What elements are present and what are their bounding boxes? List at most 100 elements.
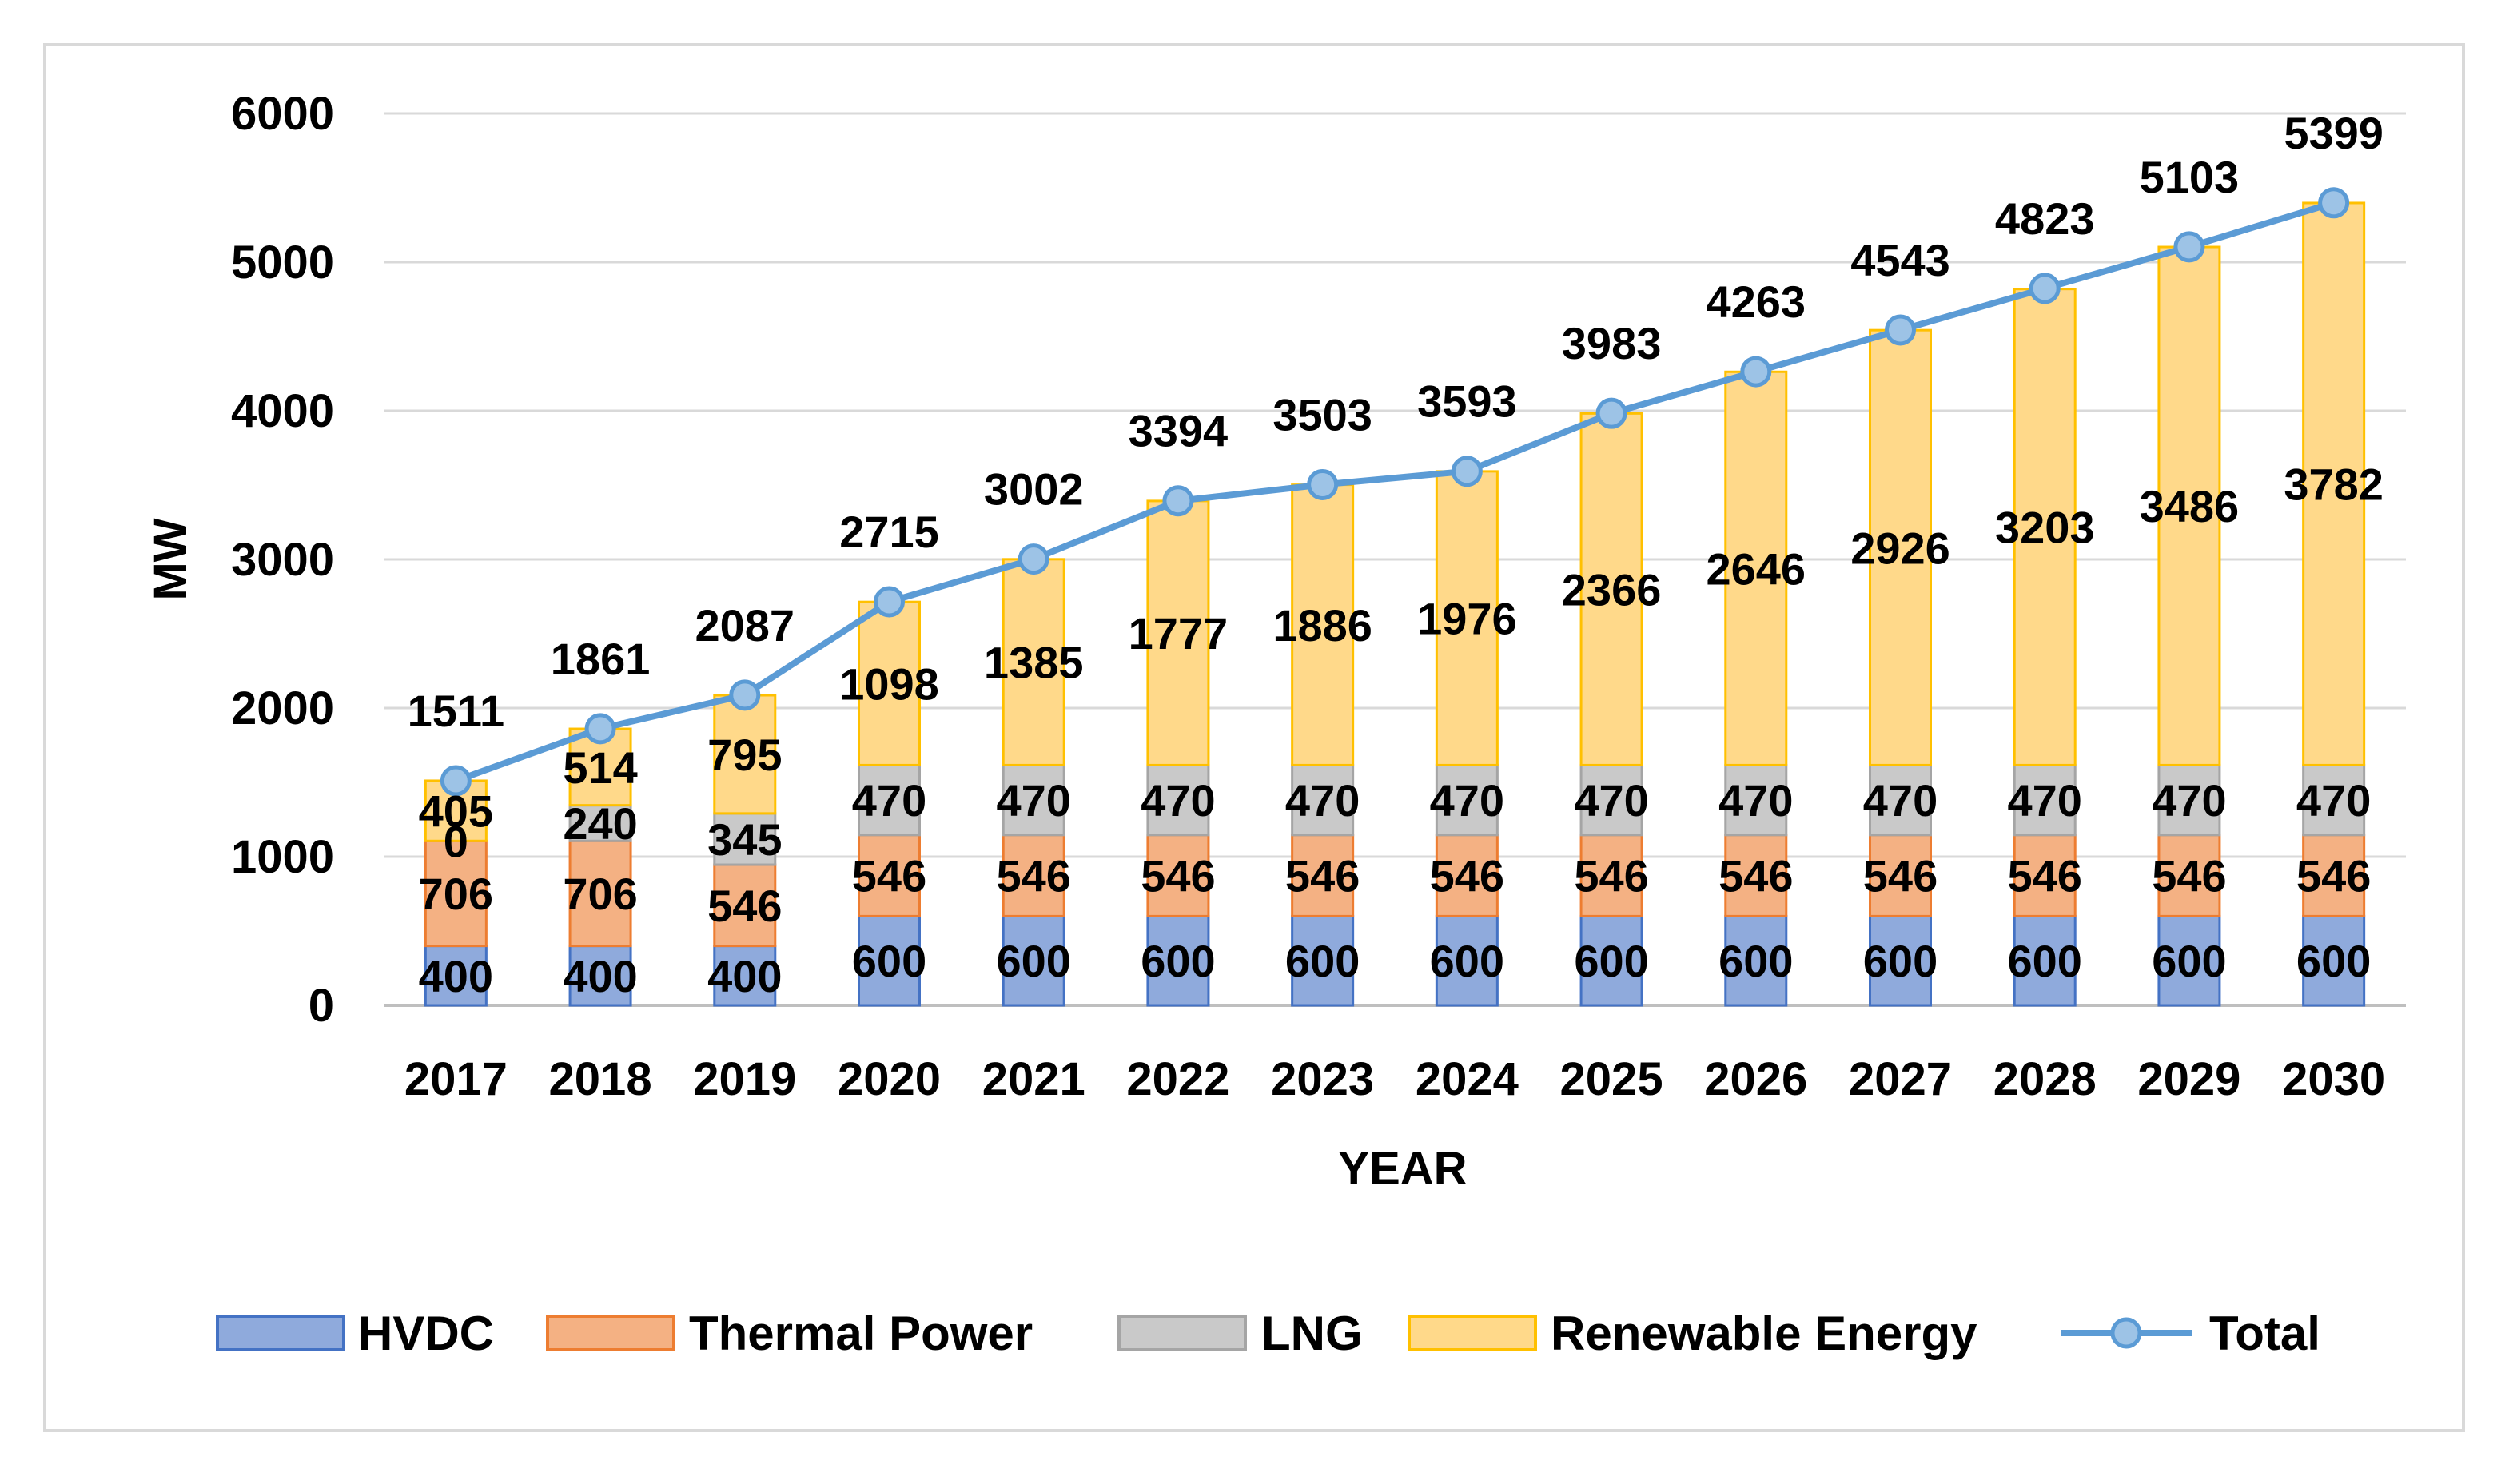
- segment-label: 470: [852, 775, 926, 826]
- segment-label: 600: [2296, 936, 2371, 986]
- x-tick-label: 2018: [549, 1053, 652, 1105]
- segment-label: 546: [707, 881, 782, 931]
- total-marker: [1451, 456, 1483, 487]
- bar-segment-hvdc: [2157, 914, 2221, 1007]
- x-tick-label: 2025: [1560, 1053, 1663, 1105]
- total-label: 3394: [1129, 406, 1229, 456]
- total-marker: [2029, 273, 2061, 304]
- segment-label: 600: [1574, 936, 1648, 986]
- bar-segment-renewable-energy: [2302, 201, 2366, 766]
- legend-label-thermal-power: Thermal Power: [689, 1307, 1033, 1360]
- bars: [424, 201, 2366, 1007]
- segment-label: 3486: [2140, 481, 2240, 531]
- total-label: 3503: [1272, 389, 1372, 440]
- segment-label: 600: [1430, 936, 1504, 986]
- bar-segment-thermal-power: [1869, 834, 1932, 917]
- legend-label-renewable-energy: Renewable Energy: [1551, 1307, 1977, 1360]
- segment-label: 470: [996, 775, 1070, 826]
- bar-segment-hvdc: [713, 945, 777, 1007]
- x-tick-label: 2021: [982, 1053, 1085, 1105]
- bar-segment-renewable-energy: [1291, 483, 1355, 766]
- bar-segment-thermal-power: [1002, 834, 1065, 917]
- segment-label: 546: [2152, 851, 2226, 901]
- total-line: [455, 199, 2335, 784]
- x-tick-label: 2026: [1704, 1053, 1807, 1105]
- segment-label: 1098: [839, 658, 939, 709]
- total-marker: [1740, 356, 1772, 388]
- segment-label: 546: [2007, 851, 2081, 901]
- total-label: 3002: [984, 464, 1084, 515]
- x-tick-label: 2023: [1271, 1053, 1374, 1105]
- bar-segment-hvdc: [2302, 914, 2366, 1007]
- total-marker: [2318, 187, 2350, 219]
- total-label: 1861: [551, 634, 651, 684]
- segment-label: 546: [1718, 851, 1793, 901]
- segment-label: 470: [1574, 775, 1648, 826]
- bar-segment-thermal-power: [2302, 834, 2366, 917]
- bar-segment-thermal-power: [713, 863, 777, 948]
- bar-segment-renewable-energy: [1724, 370, 1788, 766]
- y-tick-label: 0: [309, 980, 334, 1032]
- bar-segment-renewable-energy: [713, 694, 777, 815]
- bar-segment-thermal-power: [1146, 834, 1210, 917]
- gridlines: [384, 112, 2406, 1007]
- total-label: 5103: [2140, 152, 2240, 202]
- x-tick-label: 2028: [1993, 1053, 2097, 1105]
- segment-label: 546: [1430, 851, 1504, 901]
- segment-label: 546: [1863, 851, 1938, 901]
- x-tick-label: 2027: [1849, 1053, 1952, 1105]
- total-marker: [440, 765, 472, 797]
- total-label: 4823: [1995, 193, 2095, 244]
- x-tick-label: 2020: [838, 1053, 941, 1105]
- legend-label-total: Total: [2209, 1307, 2320, 1360]
- segment-label: 1777: [1129, 608, 1229, 658]
- bar-segment-lng: [1869, 763, 1932, 837]
- segment-label: 600: [1718, 936, 1793, 986]
- bar-segment-lng: [2013, 763, 2077, 837]
- segment-label: 600: [1863, 936, 1938, 986]
- total-label: 3983: [1562, 318, 1662, 368]
- total-labels: 1511 1861 2087 2715 3002 3394 3503 3593 3983 4263…: [408, 108, 2384, 736]
- legend-label-lng: LNG: [1261, 1307, 1363, 1360]
- segment-label: 546: [1285, 851, 1360, 901]
- segment-label: 470: [1718, 775, 1793, 826]
- total-marker: [1018, 543, 1049, 575]
- legend-swatch-hvdc: [216, 1315, 345, 1351]
- bar-segment-lng: [713, 812, 777, 866]
- segment-labels: 4007060405400706240514400546345795600546…: [419, 460, 2384, 1001]
- bar-segment-renewable-energy: [858, 600, 921, 766]
- bar-segment-hvdc: [1724, 914, 1788, 1007]
- segment-label: 1886: [1272, 600, 1372, 650]
- segment-label: 470: [2152, 775, 2226, 826]
- bar-segment-renewable-energy: [1146, 499, 1210, 766]
- segment-label: 795: [707, 730, 782, 780]
- x-tick-label: 2029: [2137, 1053, 2240, 1105]
- segment-label: 1976: [1417, 594, 1517, 644]
- y-tick-label: 4000: [231, 385, 334, 437]
- segment-label: 600: [2152, 936, 2226, 986]
- total-marker: [874, 586, 905, 618]
- total-label: 2087: [695, 600, 795, 650]
- total-marker: [1307, 468, 1339, 500]
- x-tick-label: 2030: [2282, 1053, 2385, 1105]
- x-axis-title: YEAR: [1338, 1143, 1467, 1195]
- bar-segment-lng: [858, 763, 921, 837]
- bar-segment-hvdc: [2013, 914, 2077, 1007]
- segment-label: 2926: [1850, 523, 1950, 573]
- bar-segment-hvdc: [1002, 914, 1065, 1007]
- bar-segment-renewable-energy: [2157, 245, 2221, 766]
- legend-label-hvdc: HVDC: [358, 1307, 494, 1360]
- total-marker: [2173, 231, 2205, 263]
- segment-label: 1385: [984, 638, 1084, 688]
- bar-segment-thermal-power: [2013, 834, 2077, 917]
- segment-label: 546: [1141, 851, 1215, 901]
- bar-segment-thermal-power: [1724, 834, 1788, 917]
- x-tick-label: 2022: [1126, 1053, 1229, 1105]
- segment-label: 546: [2296, 851, 2371, 901]
- segment-label: 706: [419, 869, 493, 919]
- bar-segment-thermal-power: [858, 834, 921, 917]
- bar-segment-thermal-power: [568, 839, 632, 948]
- segment-label: 546: [996, 851, 1070, 901]
